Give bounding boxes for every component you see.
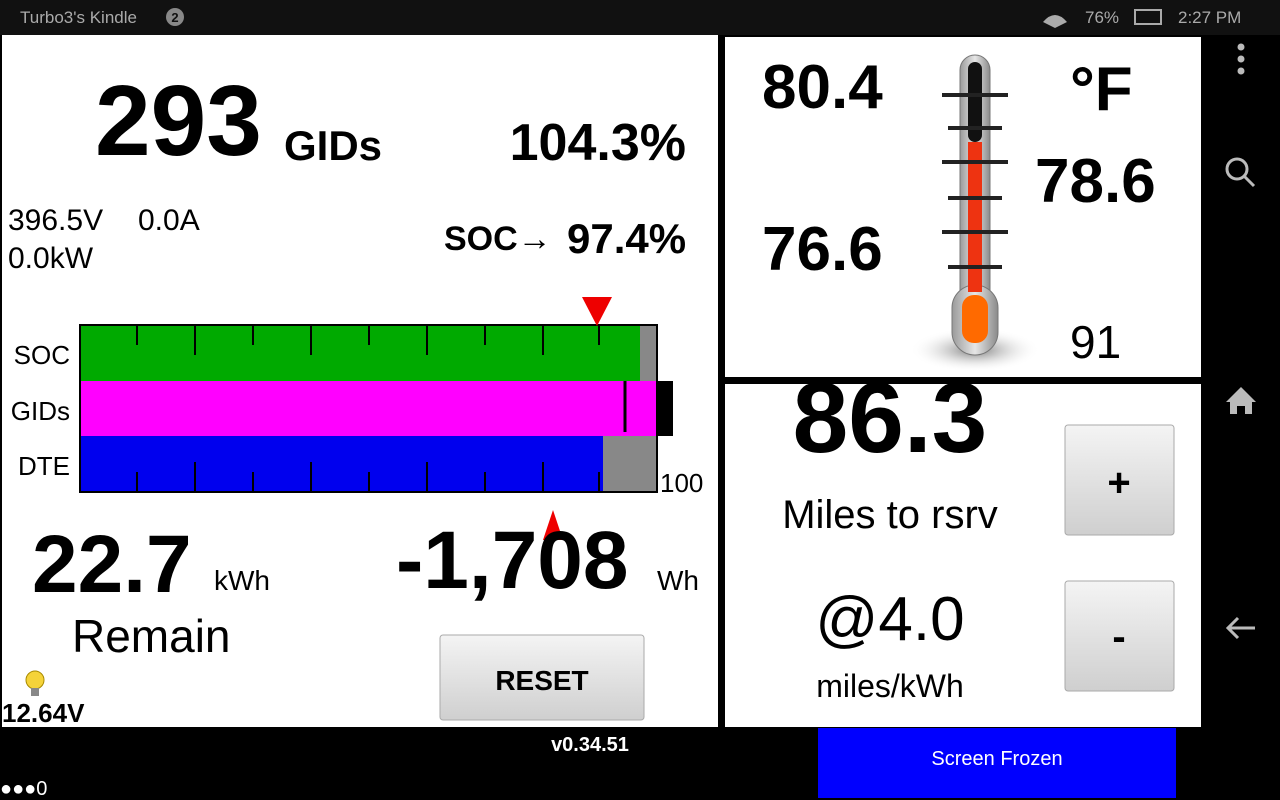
plus-button[interactable]: + — [1064, 424, 1175, 536]
battery-percent: 76% — [1085, 8, 1119, 27]
status-bar — [0, 0, 1280, 35]
version: v0.34.51 — [551, 734, 629, 756]
reset-button-label[interactable]: RESET — [495, 665, 588, 696]
gids-bar — [80, 381, 656, 436]
bar-label: GIDs — [11, 396, 70, 426]
gids-overflow — [656, 381, 673, 436]
aux-voltage: 12.64V — [2, 698, 85, 728]
gids-unit: GIDs — [284, 122, 382, 169]
voltage: 396.5V — [8, 204, 103, 237]
temp-unit: °F — [1070, 55, 1133, 124]
battery-icon — [1134, 9, 1162, 25]
delta-unit: Wh — [657, 565, 699, 596]
bulb-icon — [25, 670, 45, 696]
gids-value: 293 — [95, 65, 262, 177]
energy-value: 22.7 — [32, 519, 192, 610]
menu-button[interactable] — [1237, 43, 1245, 75]
reset-button[interactable]: RESET — [439, 634, 645, 721]
efficiency-unit: miles/kWh — [816, 668, 964, 704]
plus-button-bg[interactable] — [1064, 424, 1175, 536]
soc-value: 97.4% — [567, 215, 686, 262]
bar-label: DTE — [18, 451, 70, 481]
minus-button-bg[interactable] — [1064, 580, 1175, 692]
badge — [166, 8, 184, 26]
current: 0.0A — [138, 204, 200, 237]
soc-label: SOC→ — [444, 220, 552, 258]
back-button[interactable] — [1225, 616, 1255, 640]
bar-gauge — [79, 297, 673, 540]
temp-max: 80.4 — [762, 53, 883, 122]
home-button[interactable] — [1226, 387, 1256, 414]
range-miles: 86.3 — [793, 362, 988, 474]
thermometer — [910, 54, 1040, 372]
frozen-button-bg[interactable] — [818, 728, 1176, 798]
bar-label: SOC — [14, 340, 70, 370]
ambient-temp: 91 — [1070, 316, 1121, 368]
delta-value: -1,708 — [396, 515, 629, 606]
soc-bar — [80, 325, 640, 381]
dte-pointer — [543, 510, 563, 540]
energy-unit: kWh — [214, 565, 270, 596]
dte-bar — [80, 436, 603, 492]
search-button[interactable] — [1225, 157, 1256, 188]
frozen-button[interactable]: Screen Frozen — [818, 728, 1176, 798]
bar-scale: 100 — [660, 468, 703, 498]
energy-caption: Remain — [72, 610, 231, 662]
wifi-icon — [1043, 15, 1067, 28]
efficiency: @4.0 — [815, 585, 964, 654]
frozen-button-label[interactable]: Screen Frozen — [931, 748, 1062, 770]
soc-pointer — [582, 297, 612, 326]
reset-button-bg[interactable] — [439, 634, 645, 721]
bar-ticks — [136, 325, 600, 492]
indicator: ●●●0 — [0, 778, 47, 800]
plus-button-label[interactable]: + — [1107, 461, 1130, 505]
temp-min: 76.6 — [762, 215, 883, 284]
minus-button-label[interactable]: - — [1112, 615, 1125, 659]
notification-count: 2 — [171, 10, 178, 25]
gids-percent: 104.3% — [510, 114, 686, 172]
minus-button[interactable]: - — [1064, 580, 1175, 692]
temp-avg: 78.6 — [1035, 147, 1156, 216]
power: 0.0kW — [8, 242, 94, 275]
device-name: Turbo3's Kindle — [20, 8, 137, 27]
range-caption: Miles to rsrv — [782, 493, 998, 537]
clock: 2:27 PM — [1178, 8, 1241, 27]
